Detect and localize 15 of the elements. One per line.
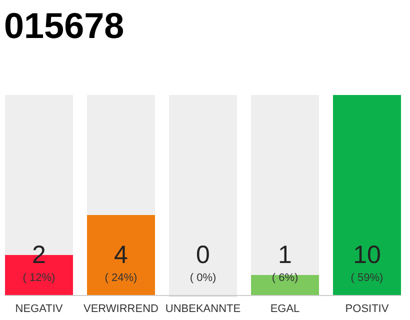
data-label: 0 <box>196 241 210 269</box>
chart-title: 015678 <box>4 5 124 46</box>
data-label: 1 <box>278 241 292 269</box>
data-label: 4 <box>114 241 128 269</box>
annotation: ( 59%) <box>350 272 384 284</box>
x-tick-label: NEGATIV <box>15 303 64 315</box>
annotation: ( 6%) <box>272 272 298 284</box>
x-tick-label: POSITIV <box>345 303 390 315</box>
annotation: ( 24%) <box>104 272 138 284</box>
x-tick-label: EGAL <box>270 303 300 315</box>
annotation: ( 0%) <box>190 272 216 284</box>
annotation: ( 12%) <box>22 272 56 284</box>
x-tick-label: VERWIRREND <box>84 303 159 315</box>
x-tick-label: UNBEKANNTE <box>165 303 241 315</box>
data-label: 10 <box>353 241 381 269</box>
